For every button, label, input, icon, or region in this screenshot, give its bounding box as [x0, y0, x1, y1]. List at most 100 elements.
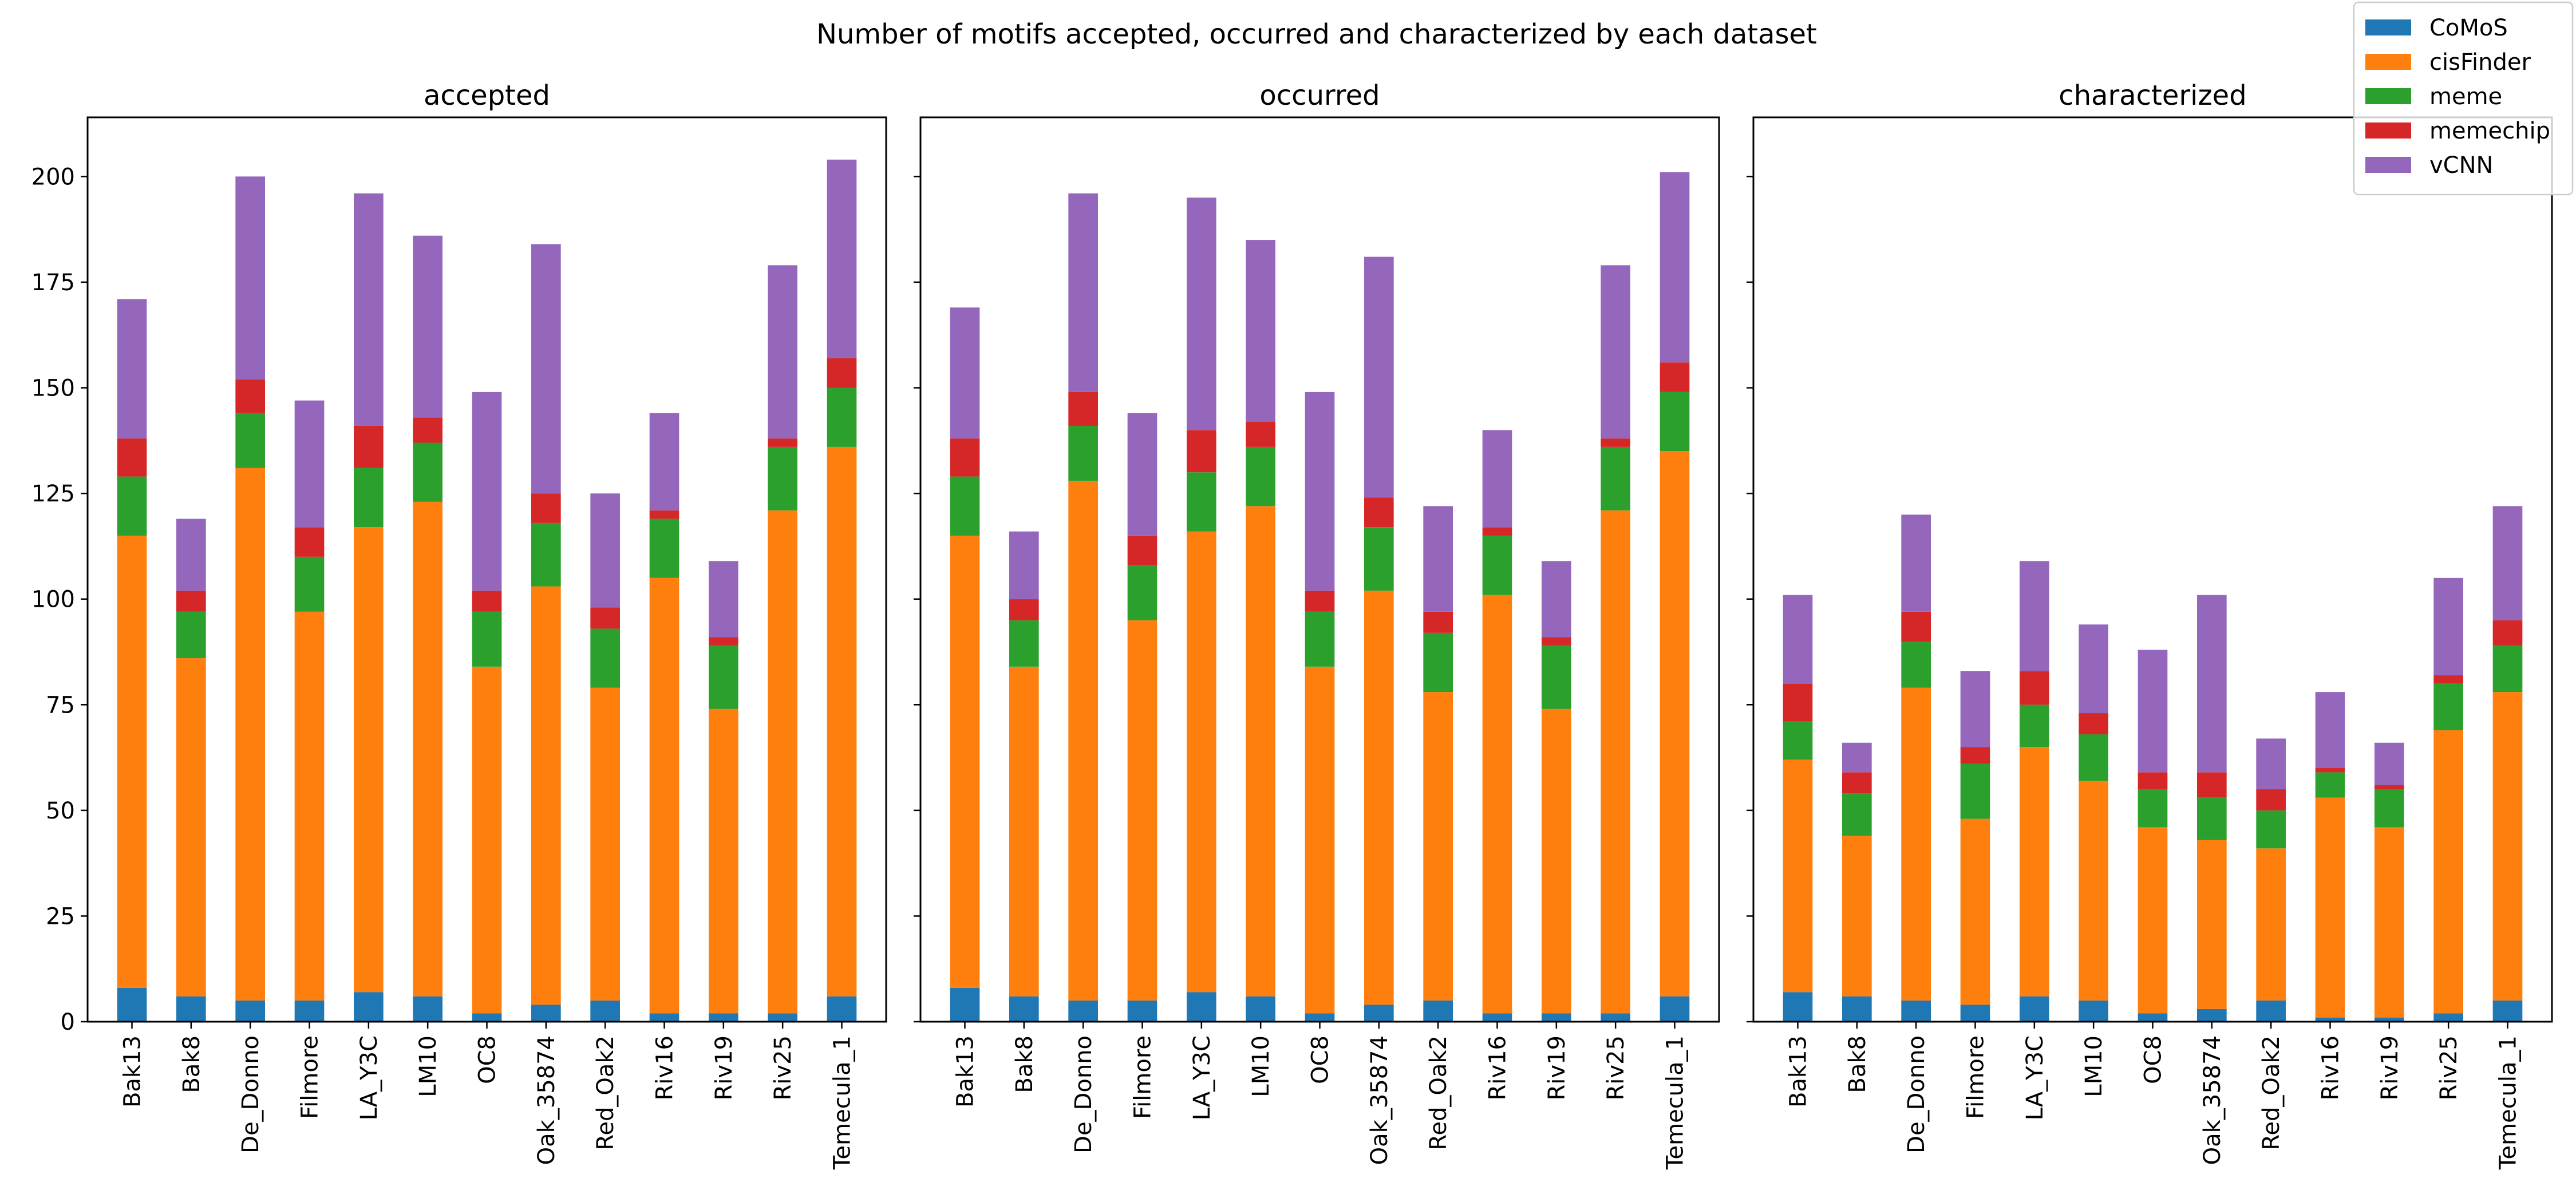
bar-meme-Riv16	[649, 519, 679, 578]
legend-swatch	[2365, 122, 2411, 139]
bar-cisFinder-Temecula_1	[2492, 692, 2523, 1001]
x-tick-label: Riv16	[652, 1035, 678, 1100]
bar-cisFinder-Riv19	[1542, 709, 1571, 1014]
bar-memechip-LA_Y3C	[1187, 430, 1216, 473]
bar-meme-Riv16	[2315, 772, 2345, 798]
bar-CoMoS-Bak8	[1842, 996, 1872, 1022]
x-tick-label: Bak8	[179, 1035, 205, 1093]
bar-CoMoS-Riv19	[1542, 1013, 1571, 1022]
x-axis: Bak13 Bak8 De_Donno Filmore LA_Y3C LM10 OC8 Oak…	[120, 1022, 856, 1170]
y-tick-label: 0	[61, 1009, 75, 1035]
bar-memechip-Bak8	[176, 590, 206, 612]
x-tick-label: Riv25	[2436, 1035, 2462, 1100]
bar-meme-Riv25	[2433, 683, 2463, 730]
bar-vCNN-Riv25	[1601, 265, 1630, 439]
legend-item-cisFinder: cisFinder	[2365, 49, 2531, 76]
bar-meme-Bak8	[176, 611, 206, 659]
x-tick-label: Riv16	[2318, 1035, 2344, 1100]
bar-cisFinder-Riv25	[1601, 510, 1630, 1014]
bar-vCNN-Oak_35874	[2197, 595, 2227, 773]
panel-title: occurred	[1259, 80, 1380, 112]
bar-cisFinder-Riv16	[2315, 797, 2345, 1018]
bar-meme-OC8	[1305, 611, 1335, 667]
bar-CoMoS-LA_Y3C	[1187, 992, 1216, 1022]
bar-vCNN-De_Donno	[1068, 193, 1098, 392]
bar-vCNN-Riv25	[2433, 578, 2463, 675]
bar-CoMoS-De_Donno	[235, 1001, 265, 1022]
bar-cisFinder-Bak13	[117, 535, 147, 988]
bar-vCNN-Bak13	[950, 307, 980, 439]
bar-vCNN-Riv16	[649, 413, 679, 511]
bar-CoMoS-LA_Y3C	[354, 992, 384, 1022]
bar-meme-Oak_35874	[1364, 527, 1394, 591]
bar-memechip-Riv19	[2374, 785, 2404, 789]
bar-CoMoS-Filmore	[294, 1001, 325, 1022]
bar-memechip-Riv25	[768, 438, 797, 447]
bar-meme-LM10	[413, 442, 442, 502]
bar-cisFinder-Bak8	[1009, 666, 1039, 997]
bar-meme-Bak13	[950, 476, 980, 536]
y-tick-label: 75	[46, 692, 75, 718]
bar-cisFinder-LM10	[1246, 506, 1275, 997]
bar-memechip-LM10	[1246, 421, 1275, 447]
bar-vCNN-OC8	[472, 392, 502, 591]
bar-memechip-Temecula_1	[2492, 620, 2523, 646]
bar-cisFinder-Bak8	[1842, 836, 1872, 997]
bars	[117, 159, 857, 1022]
x-tick-label: LM10	[415, 1035, 441, 1097]
bar-meme-Bak8	[1009, 620, 1039, 667]
legend-frame	[2353, 1, 2574, 196]
bar-vCNN-Temecula_1	[827, 159, 857, 358]
bar-cisFinder-LA_Y3C	[2020, 747, 2049, 997]
x-tick-label: LA_Y3C	[1189, 1035, 1215, 1120]
bar-vCNN-LM10	[1246, 240, 1275, 422]
bar-meme-LA_Y3C	[2020, 705, 2049, 748]
bar-vCNN-Oak_35874	[1364, 256, 1394, 498]
bar-meme-Bak13	[117, 476, 147, 536]
bar-memechip-Filmore	[1127, 535, 1157, 566]
bar-vCNN-Temecula_1	[2492, 506, 2523, 620]
bar-meme-Bak8	[1842, 793, 1872, 836]
y-axis: 0 25 50 75 100 125 150 175 200	[31, 164, 88, 1035]
panel-occurred: occurred Bak13 Bak8 De_Donno Filmore LA_Y3C LM…	[914, 80, 1720, 1170]
bar-memechip-Riv16	[649, 510, 679, 519]
x-tick-label: Oak_35874	[534, 1035, 560, 1165]
bar-meme-Filmore	[294, 556, 325, 612]
bar-cisFinder-Oak_35874	[2197, 840, 2227, 1009]
bar-vCNN-LA_Y3C	[2020, 561, 2049, 671]
bar-vCNN-Oak_35874	[531, 244, 561, 494]
bar-meme-Bak13	[1783, 721, 1813, 760]
legend-swatch	[2365, 157, 2411, 173]
bar-CoMoS-Riv16	[649, 1013, 679, 1022]
bar-vCNN-Filmore	[1127, 413, 1157, 536]
x-tick-label: Oak_35874	[2199, 1035, 2226, 1165]
bar-meme-Riv19	[709, 645, 738, 709]
bar-memechip-Bak13	[117, 438, 147, 477]
bar-memechip-Bak13	[950, 438, 980, 477]
bar-cisFinder-Filmore	[1960, 819, 1990, 1005]
bar-meme-LM10	[2079, 734, 2108, 781]
panel-accepted: accepted 0 25 50 75 100 125 150 175 200 Bak13 Bak8 D…	[31, 80, 887, 1170]
bar-CoMoS-Red_Oak2	[2256, 1001, 2286, 1022]
legend-label: memechip	[2429, 118, 2550, 144]
x-tick-label: Riv25	[770, 1035, 796, 1100]
bar-cisFinder-Filmore	[294, 611, 325, 1001]
y-tick-label: 175	[31, 270, 75, 296]
x-tick-label: De_Donno	[1070, 1035, 1097, 1153]
bar-memechip-Filmore	[1960, 747, 1990, 764]
x-tick-label: Filmore	[1963, 1035, 1989, 1119]
x-axis: Bak13 Bak8 De_Donno Filmore LA_Y3C LM10 OC8 Oak…	[1785, 1022, 2522, 1170]
bar-vCNN-Riv19	[2374, 742, 2404, 785]
bar-meme-De_Donno	[1901, 641, 1931, 688]
bar-cisFinder-Oak_35874	[531, 586, 561, 1005]
bar-meme-Filmore	[1960, 764, 1990, 819]
y-tick-label: 100	[31, 587, 75, 613]
bar-meme-LM10	[1246, 446, 1275, 507]
bar-vCNN-Riv16	[2315, 692, 2345, 769]
bar-memechip-Oak_35874	[2197, 772, 2227, 798]
legend-swatch	[2365, 19, 2411, 35]
figure-title: Number of motifs accepted, occurred and …	[816, 18, 1817, 50]
x-tick-label: De_Donno	[238, 1035, 264, 1153]
bar-CoMoS-LM10	[2079, 1001, 2108, 1022]
y-tick-label: 150	[31, 375, 75, 402]
